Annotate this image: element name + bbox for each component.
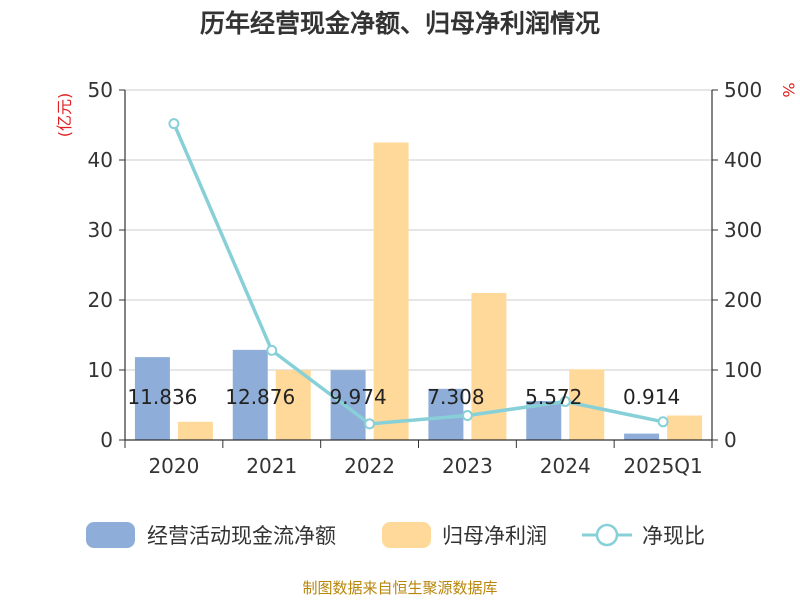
netprofit-bar (373, 142, 409, 440)
left-tick-label: 40 (88, 148, 113, 172)
cashflow-data-label: 7.308 (427, 385, 484, 409)
left-tick-label: 50 (88, 78, 113, 102)
cashflow-data-label: 11.836 (127, 385, 197, 409)
cashflow-bar (428, 388, 464, 440)
data-labels: 11.836 12.876 9.974 7.308 5.572 0.914 (127, 385, 680, 409)
ratio-point (559, 396, 571, 407)
legend-swatch (86, 522, 135, 548)
cashflow-data-label: 12.876 (225, 385, 295, 409)
ratio-line (168, 118, 669, 430)
ratio-point (657, 416, 669, 428)
x-tick-label: 2022 (344, 454, 395, 478)
cashflow-data-label: 0.914 (623, 385, 680, 409)
source-note: 制图数据来自恒生聚源数据库 (302, 579, 497, 597)
x-tick-label: 2025Q1 (623, 454, 702, 478)
right-tick-label: 100 (724, 358, 762, 382)
left-tick-label: 30 (88, 218, 113, 242)
right-tick-label: 200 (724, 288, 762, 312)
legend-item[interactable]: 经营活动现金流净额 (86, 522, 336, 548)
legend[interactable]: 经营活动现金流净额 归母净利润 净现比 (86, 522, 705, 548)
x-tick-label: 2020 (148, 454, 199, 478)
left-axis-unit: (亿元) (55, 93, 74, 138)
right-axis-unit: % (779, 82, 798, 97)
ratio-point (364, 418, 376, 430)
legend-label: 归母净利润 (442, 524, 547, 548)
left-tick-label: 10 (88, 358, 113, 382)
cashflow-bar (624, 433, 660, 440)
right-tick-label: 300 (724, 218, 762, 242)
netprofit-bar (275, 370, 311, 440)
ratio-point (461, 410, 473, 421)
ratio-point (168, 118, 180, 130)
netprofit-bar (471, 293, 507, 440)
legend-label: 经营活动现金流净额 (147, 524, 336, 548)
cashflow-bar (232, 349, 268, 440)
netprofit-bar (667, 415, 703, 440)
x-tick-label: 2021 (246, 454, 297, 478)
left-tick-label: 20 (88, 288, 113, 312)
legend-marker (595, 523, 619, 547)
cashflow-bar (134, 357, 170, 440)
right-tick-label: 400 (724, 148, 762, 172)
chart-title: 历年经营现金净额、归母净利润情况 (200, 9, 600, 38)
right-tick-label: 0 (724, 428, 737, 452)
grid-lines (125, 89, 712, 371)
cashflow-bar (330, 370, 366, 440)
ratio-point (266, 344, 278, 356)
bars (134, 142, 703, 440)
cashflow-data-label: 5.572 (525, 385, 582, 409)
legend-label: 净现比 (642, 524, 705, 548)
legend-swatch (382, 522, 431, 548)
x-tick-label: 2023 (442, 454, 493, 478)
left-tick-label: 0 (100, 428, 113, 452)
cashflow-data-label: 9.974 (329, 385, 386, 409)
legend-item[interactable]: 归母净利润 (382, 522, 547, 548)
x-tick-label: 2024 (540, 454, 591, 478)
legend-item[interactable]: 净现比 (582, 523, 705, 548)
right-tick-label: 500 (724, 78, 762, 102)
netprofit-bar (177, 421, 213, 440)
ratio-line-path (172, 122, 664, 426)
